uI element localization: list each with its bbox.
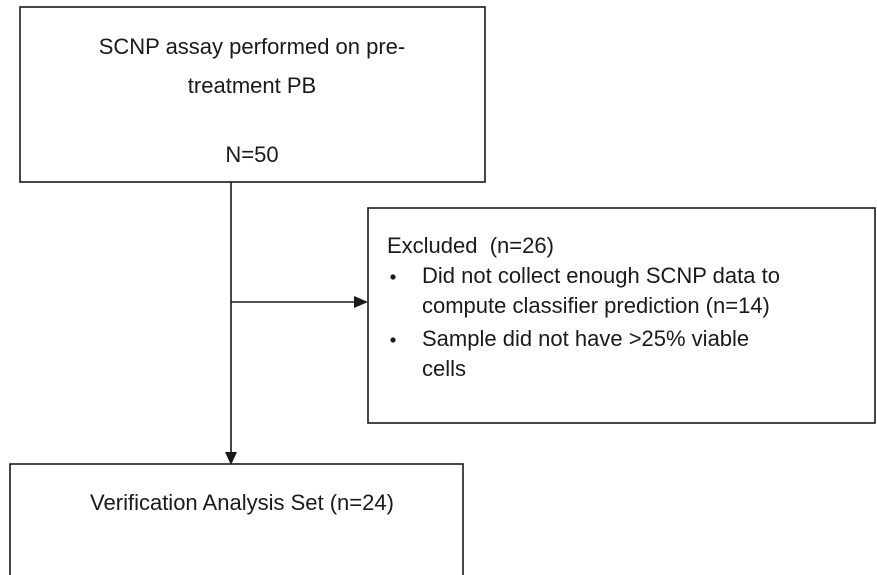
bullet-text: Sample did not have >25% viable (422, 326, 749, 351)
box-text: N=50 (225, 142, 278, 167)
arrowhead-down (225, 452, 237, 465)
bullet (390, 337, 396, 343)
box-text: treatment PB (188, 73, 316, 98)
arrowhead-right (354, 296, 368, 308)
bullet-text: cells (422, 356, 466, 381)
box-text: Verification Analysis Set (n=24) (90, 490, 394, 515)
box-assay (19, 6, 486, 183)
box-excluded (367, 207, 876, 424)
bullet (390, 274, 396, 280)
bullet-text: Did not collect enough SCNP data to (422, 263, 780, 288)
bullet-text: compute classifier prediction (n=14) (422, 293, 770, 318)
excluded-title: Excluded (n=26) (387, 233, 554, 258)
box-verification (9, 463, 464, 575)
box-text: SCNP assay performed on pre- (99, 34, 406, 59)
